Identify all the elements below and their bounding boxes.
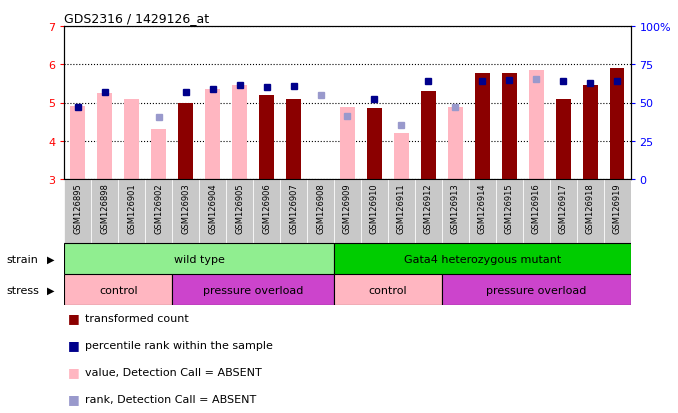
Bar [496, 180, 523, 244]
Bar [286, 100, 301, 180]
Text: GSM126903: GSM126903 [181, 183, 191, 233]
Bar [280, 180, 307, 244]
Bar [307, 180, 334, 244]
Bar [421, 92, 436, 180]
Bar [253, 180, 280, 244]
Bar [556, 100, 571, 180]
Bar [145, 180, 172, 244]
Bar [415, 180, 442, 244]
Text: percentile rank within the sample: percentile rank within the sample [85, 340, 273, 350]
Text: GSM126914: GSM126914 [478, 183, 487, 233]
Text: stress: stress [7, 285, 39, 295]
Bar [64, 180, 92, 244]
Bar [71, 107, 85, 180]
Bar [550, 180, 576, 244]
Text: value, Detection Call = ABSENT: value, Detection Call = ABSENT [85, 367, 262, 377]
Bar [388, 180, 415, 244]
Bar [64, 244, 334, 275]
Text: GSM126910: GSM126910 [370, 183, 379, 233]
Bar [367, 109, 382, 180]
Bar [603, 180, 631, 244]
Text: rank, Detection Call = ABSENT: rank, Detection Call = ABSENT [85, 394, 256, 404]
Text: control: control [99, 285, 138, 295]
Bar [448, 108, 462, 180]
Bar [394, 134, 409, 180]
Text: ■: ■ [68, 338, 79, 351]
Bar [468, 180, 496, 244]
Text: GSM126908: GSM126908 [316, 183, 325, 233]
Text: ▶: ▶ [47, 285, 54, 295]
Text: pressure overload: pressure overload [203, 285, 303, 295]
Bar [172, 180, 199, 244]
Bar [576, 180, 603, 244]
Bar [259, 95, 274, 180]
Bar [340, 108, 355, 180]
Text: GDS2316 / 1429126_at: GDS2316 / 1429126_at [64, 12, 210, 25]
Bar [529, 71, 544, 180]
Text: pressure overload: pressure overload [486, 285, 586, 295]
Bar [92, 180, 119, 244]
Bar [334, 244, 631, 275]
Bar [172, 275, 334, 306]
Text: GSM126916: GSM126916 [532, 183, 540, 233]
Bar [442, 275, 631, 306]
Bar [361, 180, 388, 244]
Text: strain: strain [7, 254, 39, 264]
Bar [610, 69, 624, 180]
Bar [233, 86, 247, 180]
Text: GSM126915: GSM126915 [504, 183, 514, 233]
Text: GSM126911: GSM126911 [397, 183, 406, 233]
Text: GSM126905: GSM126905 [235, 183, 244, 233]
Bar [523, 180, 550, 244]
Bar [442, 180, 468, 244]
Text: ■: ■ [68, 365, 79, 378]
Text: GSM126904: GSM126904 [208, 183, 217, 233]
Bar [119, 180, 145, 244]
Text: Gata4 heterozygous mutant: Gata4 heterozygous mutant [403, 254, 561, 264]
Bar [151, 130, 166, 180]
Text: GSM126918: GSM126918 [586, 183, 595, 233]
Text: control: control [369, 285, 407, 295]
Text: GSM126912: GSM126912 [424, 183, 433, 233]
Text: GSM126913: GSM126913 [451, 183, 460, 233]
Bar [226, 180, 253, 244]
Text: GSM126906: GSM126906 [262, 183, 271, 233]
Bar [502, 74, 517, 180]
Bar [178, 103, 193, 180]
Text: transformed count: transformed count [85, 313, 188, 323]
Text: ■: ■ [68, 392, 79, 405]
Bar [582, 86, 597, 180]
Text: ▶: ▶ [47, 254, 54, 264]
Bar [205, 90, 220, 180]
Bar [199, 180, 226, 244]
Bar [64, 275, 172, 306]
Text: GSM126917: GSM126917 [559, 183, 567, 233]
Bar [124, 100, 139, 180]
Text: GSM126901: GSM126901 [127, 183, 136, 233]
Text: GSM126902: GSM126902 [155, 183, 163, 233]
Text: GSM126898: GSM126898 [100, 183, 109, 234]
Bar [334, 275, 442, 306]
Bar [334, 180, 361, 244]
Text: GSM126919: GSM126919 [612, 183, 622, 233]
Bar [98, 94, 113, 180]
Bar [475, 74, 490, 180]
Text: ■: ■ [68, 311, 79, 325]
Text: GSM126907: GSM126907 [289, 183, 298, 233]
Text: GSM126909: GSM126909 [343, 183, 352, 233]
Text: GSM126895: GSM126895 [73, 183, 83, 233]
Text: wild type: wild type [174, 254, 224, 264]
